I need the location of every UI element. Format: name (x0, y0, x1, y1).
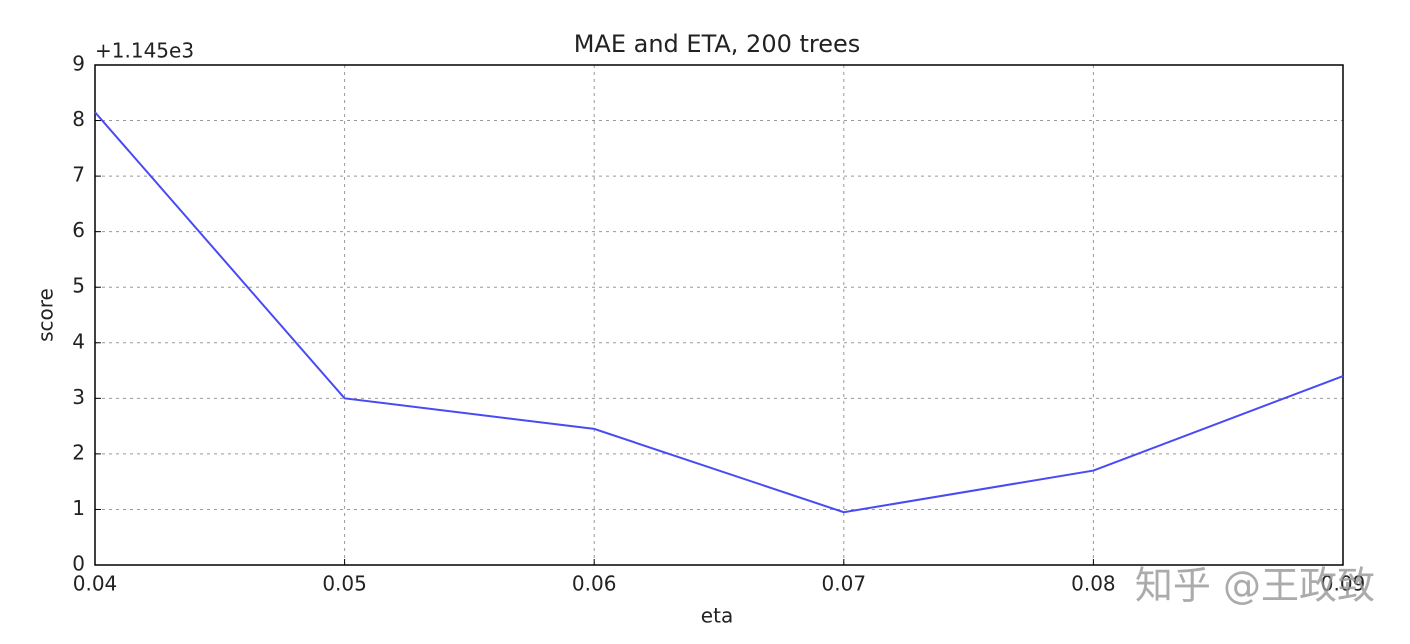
data-line (94, 111, 1344, 514)
x-tick-label: 0.05 (322, 572, 367, 596)
y-tick-label: 2 (72, 440, 85, 464)
x-tick-label: 0.07 (822, 572, 867, 596)
x-tick-label: 0.06 (572, 572, 617, 596)
offset-label: +1.145e3 (95, 39, 194, 63)
y-tick-label: 4 (72, 329, 85, 353)
watermark: 知乎 @王政致 (1135, 564, 1375, 608)
y-tick-label: 3 (72, 385, 85, 409)
plot-frame (94, 64, 1344, 566)
y-tick-label: 5 (72, 274, 85, 298)
x-tick-label: 0.09 (1321, 572, 1366, 596)
x-tick-label: 0.08 (1071, 572, 1116, 596)
chart-title: MAE and ETA, 200 trees (574, 30, 861, 58)
y-axis-label: score (34, 288, 58, 342)
y-tick-label: 9 (72, 52, 85, 76)
y-tick-label: 7 (72, 163, 85, 187)
y-tick-label: 0 (72, 552, 85, 576)
x-tick-label: 0.04 (73, 572, 118, 596)
y-tick-label: 1 (72, 496, 85, 520)
y-tick-label: 6 (72, 218, 85, 242)
y-tick-label: 8 (72, 107, 85, 131)
x-axis-label: eta (701, 604, 733, 628)
